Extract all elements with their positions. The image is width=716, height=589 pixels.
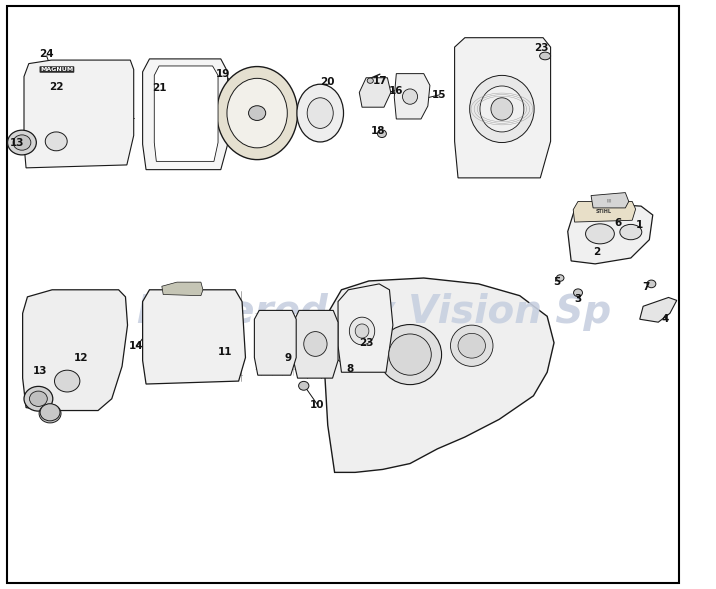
Ellipse shape [458,333,485,358]
Ellipse shape [647,280,656,288]
Text: 24: 24 [39,49,54,59]
Ellipse shape [217,67,298,160]
Text: 4: 4 [662,315,669,324]
Text: 6: 6 [615,218,622,227]
Text: 20: 20 [321,78,335,87]
Ellipse shape [540,52,551,60]
Polygon shape [455,38,551,178]
Polygon shape [24,60,134,168]
Ellipse shape [574,289,583,297]
Text: 7: 7 [642,283,649,292]
Ellipse shape [367,78,373,84]
Text: 23: 23 [534,44,549,53]
Ellipse shape [379,325,442,385]
Text: 14: 14 [128,342,143,351]
Text: 13: 13 [10,138,24,147]
Polygon shape [338,284,393,372]
Ellipse shape [307,98,333,128]
Text: 12: 12 [74,353,88,363]
Text: ||||: |||| [606,198,611,202]
Polygon shape [324,278,554,472]
Ellipse shape [8,130,37,155]
Polygon shape [568,203,653,264]
Text: 19: 19 [216,69,230,78]
Text: 22: 22 [49,82,64,92]
Text: 3: 3 [574,294,581,304]
Ellipse shape [470,75,534,143]
Polygon shape [254,310,296,375]
Ellipse shape [54,370,80,392]
Ellipse shape [556,274,564,282]
Polygon shape [142,59,228,170]
Text: 10: 10 [309,401,324,410]
Ellipse shape [586,224,614,244]
Text: 17: 17 [373,77,388,86]
Text: STIHL: STIHL [596,209,611,214]
Ellipse shape [304,332,327,356]
Polygon shape [23,290,127,411]
Ellipse shape [39,404,61,423]
Ellipse shape [349,317,374,345]
Ellipse shape [389,334,431,375]
Text: 15: 15 [432,91,446,100]
Polygon shape [395,74,430,119]
Ellipse shape [297,84,344,142]
Ellipse shape [480,86,524,132]
Ellipse shape [402,89,417,104]
Text: 21: 21 [153,84,167,93]
Ellipse shape [29,391,47,406]
Text: 8: 8 [346,365,353,374]
Ellipse shape [43,408,57,419]
Text: 1: 1 [635,220,643,230]
Text: 9: 9 [284,353,291,363]
Text: 18: 18 [371,126,386,135]
Ellipse shape [40,404,60,421]
Text: 11: 11 [218,348,232,357]
Text: 13: 13 [32,366,47,376]
Text: 23: 23 [359,338,374,348]
Ellipse shape [24,386,53,411]
Ellipse shape [620,224,642,240]
Ellipse shape [13,135,31,150]
Polygon shape [154,66,218,161]
Polygon shape [359,78,391,107]
Ellipse shape [450,325,493,366]
Ellipse shape [227,78,287,148]
Polygon shape [591,193,629,208]
Text: 5: 5 [553,277,561,286]
Ellipse shape [45,132,67,151]
Polygon shape [574,201,636,222]
Polygon shape [142,290,246,384]
Polygon shape [162,282,203,296]
Text: 16: 16 [389,87,404,96]
Ellipse shape [491,98,513,120]
Ellipse shape [377,130,387,138]
Text: Powered by Vision Sp: Powered by Vision Sp [137,293,611,331]
Ellipse shape [248,106,266,121]
Text: 2: 2 [593,247,600,257]
Text: MAGNUM: MAGNUM [40,67,74,72]
Polygon shape [294,310,338,378]
Ellipse shape [355,324,369,338]
Polygon shape [639,297,677,322]
Ellipse shape [299,382,309,391]
